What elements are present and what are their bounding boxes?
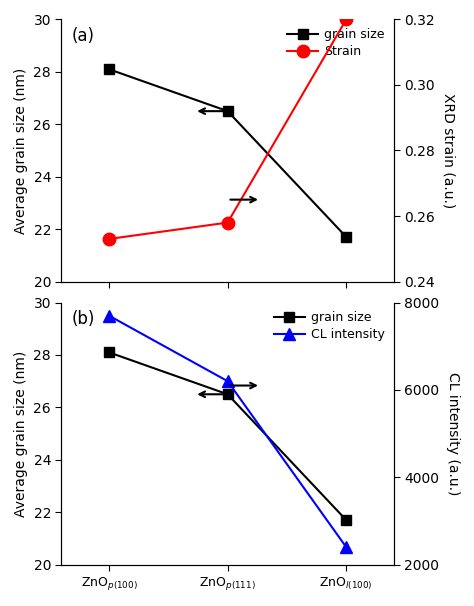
CL intensity (344, 544, 349, 551)
Y-axis label: Average grain size (nm): Average grain size (nm) (14, 350, 28, 517)
Line: Strain: Strain (103, 13, 353, 245)
Legend: grain size, Strain: grain size, Strain (284, 25, 387, 61)
Y-axis label: CL intensity (a.u.): CL intensity (a.u.) (446, 372, 460, 495)
grain size (344, 233, 349, 241)
Line: grain size: grain size (104, 64, 351, 242)
grain size (106, 65, 112, 73)
Y-axis label: Average grain size (nm): Average grain size (nm) (14, 67, 28, 233)
CL intensity (225, 378, 230, 385)
grain size (106, 348, 112, 356)
Strain (225, 219, 230, 226)
Strain (344, 16, 349, 23)
Line: CL intensity: CL intensity (103, 310, 352, 553)
Y-axis label: XRD strain (a.u.): XRD strain (a.u.) (442, 93, 456, 208)
Text: (a): (a) (72, 27, 94, 45)
Line: grain size: grain size (104, 347, 351, 525)
CL intensity (106, 312, 112, 319)
grain size (225, 391, 230, 398)
Strain (106, 235, 112, 242)
grain size (344, 516, 349, 524)
grain size (225, 107, 230, 115)
Text: (b): (b) (72, 310, 95, 328)
Legend: grain size, CL intensity: grain size, CL intensity (271, 309, 387, 344)
